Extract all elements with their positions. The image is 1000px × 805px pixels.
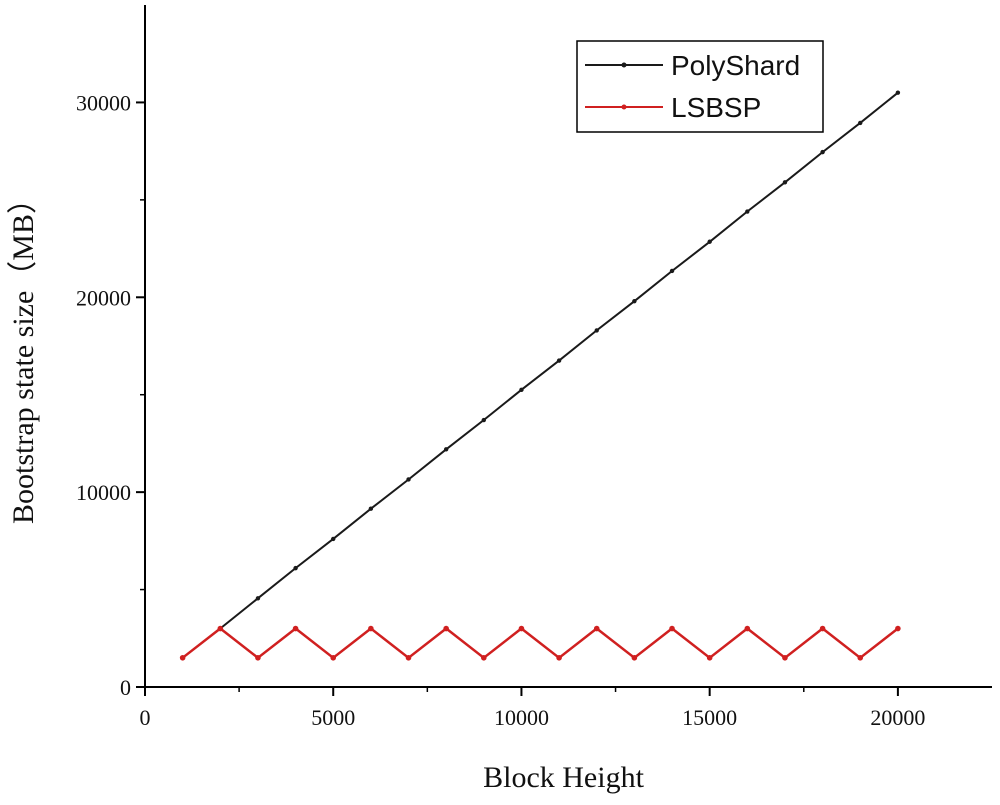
x-tick-label: 5000 <box>311 705 355 730</box>
data-point <box>368 506 374 511</box>
data-point <box>593 625 600 632</box>
axes: 0 5000 10000 15000 20000 0 10000 20000 30000 <box>76 5 992 730</box>
data-point <box>179 654 186 661</box>
data-point <box>255 596 261 601</box>
data-point <box>631 654 638 661</box>
data-point <box>217 625 224 632</box>
y-axis-title: Bootstrap state size（MB） <box>7 184 40 524</box>
legend-label-polyshard: PolyShard <box>671 50 800 81</box>
data-point <box>368 625 374 632</box>
data-point <box>669 625 675 632</box>
y-tick-label: 0 <box>120 675 131 700</box>
x-tick-label: 0 <box>140 705 151 730</box>
legend-box <box>576 40 824 133</box>
series-lsbsp <box>179 625 901 661</box>
series-line-lsbsp <box>181 626 899 660</box>
data-point <box>406 477 411 482</box>
legend-marker <box>621 62 627 68</box>
data-point <box>895 90 901 95</box>
data-point <box>857 654 864 661</box>
data-point <box>820 149 825 155</box>
data-point <box>481 654 487 661</box>
data-point <box>331 536 336 542</box>
data-point <box>292 625 299 632</box>
data-point <box>255 654 261 661</box>
data-point <box>405 654 412 661</box>
data-point <box>556 654 562 661</box>
y-tick-label: 20000 <box>76 285 131 310</box>
data-point <box>330 654 337 661</box>
data-point <box>481 417 486 423</box>
data-point <box>443 625 449 632</box>
data-point <box>858 120 863 126</box>
legend-label-lsbsp: LSBSP <box>671 92 761 123</box>
series-layer <box>179 90 901 661</box>
data-point <box>669 268 675 274</box>
data-point <box>518 625 525 632</box>
x-axis-title: Block Height <box>483 761 644 794</box>
y-tick-label: 30000 <box>76 90 131 115</box>
data-point <box>707 239 712 244</box>
x-tick-label: 15000 <box>682 705 737 730</box>
x-tick-label: 10000 <box>494 705 549 730</box>
data-point <box>556 358 562 363</box>
data-point <box>519 387 524 393</box>
data-point <box>443 447 449 452</box>
data-point <box>895 625 901 632</box>
data-point <box>744 625 751 632</box>
data-point <box>706 654 713 661</box>
data-point <box>782 180 788 185</box>
y-tick-label: 10000 <box>76 480 131 505</box>
data-point <box>819 625 826 632</box>
data-point <box>594 328 599 333</box>
legend-marker <box>621 104 627 110</box>
data-point <box>782 654 788 661</box>
x-tick-label: 20000 <box>870 705 925 730</box>
series-polyshard <box>218 90 901 631</box>
data-point <box>293 565 298 571</box>
data-point <box>632 298 637 304</box>
legend: PolyShard LSBSP <box>576 40 824 133</box>
data-point <box>745 209 750 214</box>
